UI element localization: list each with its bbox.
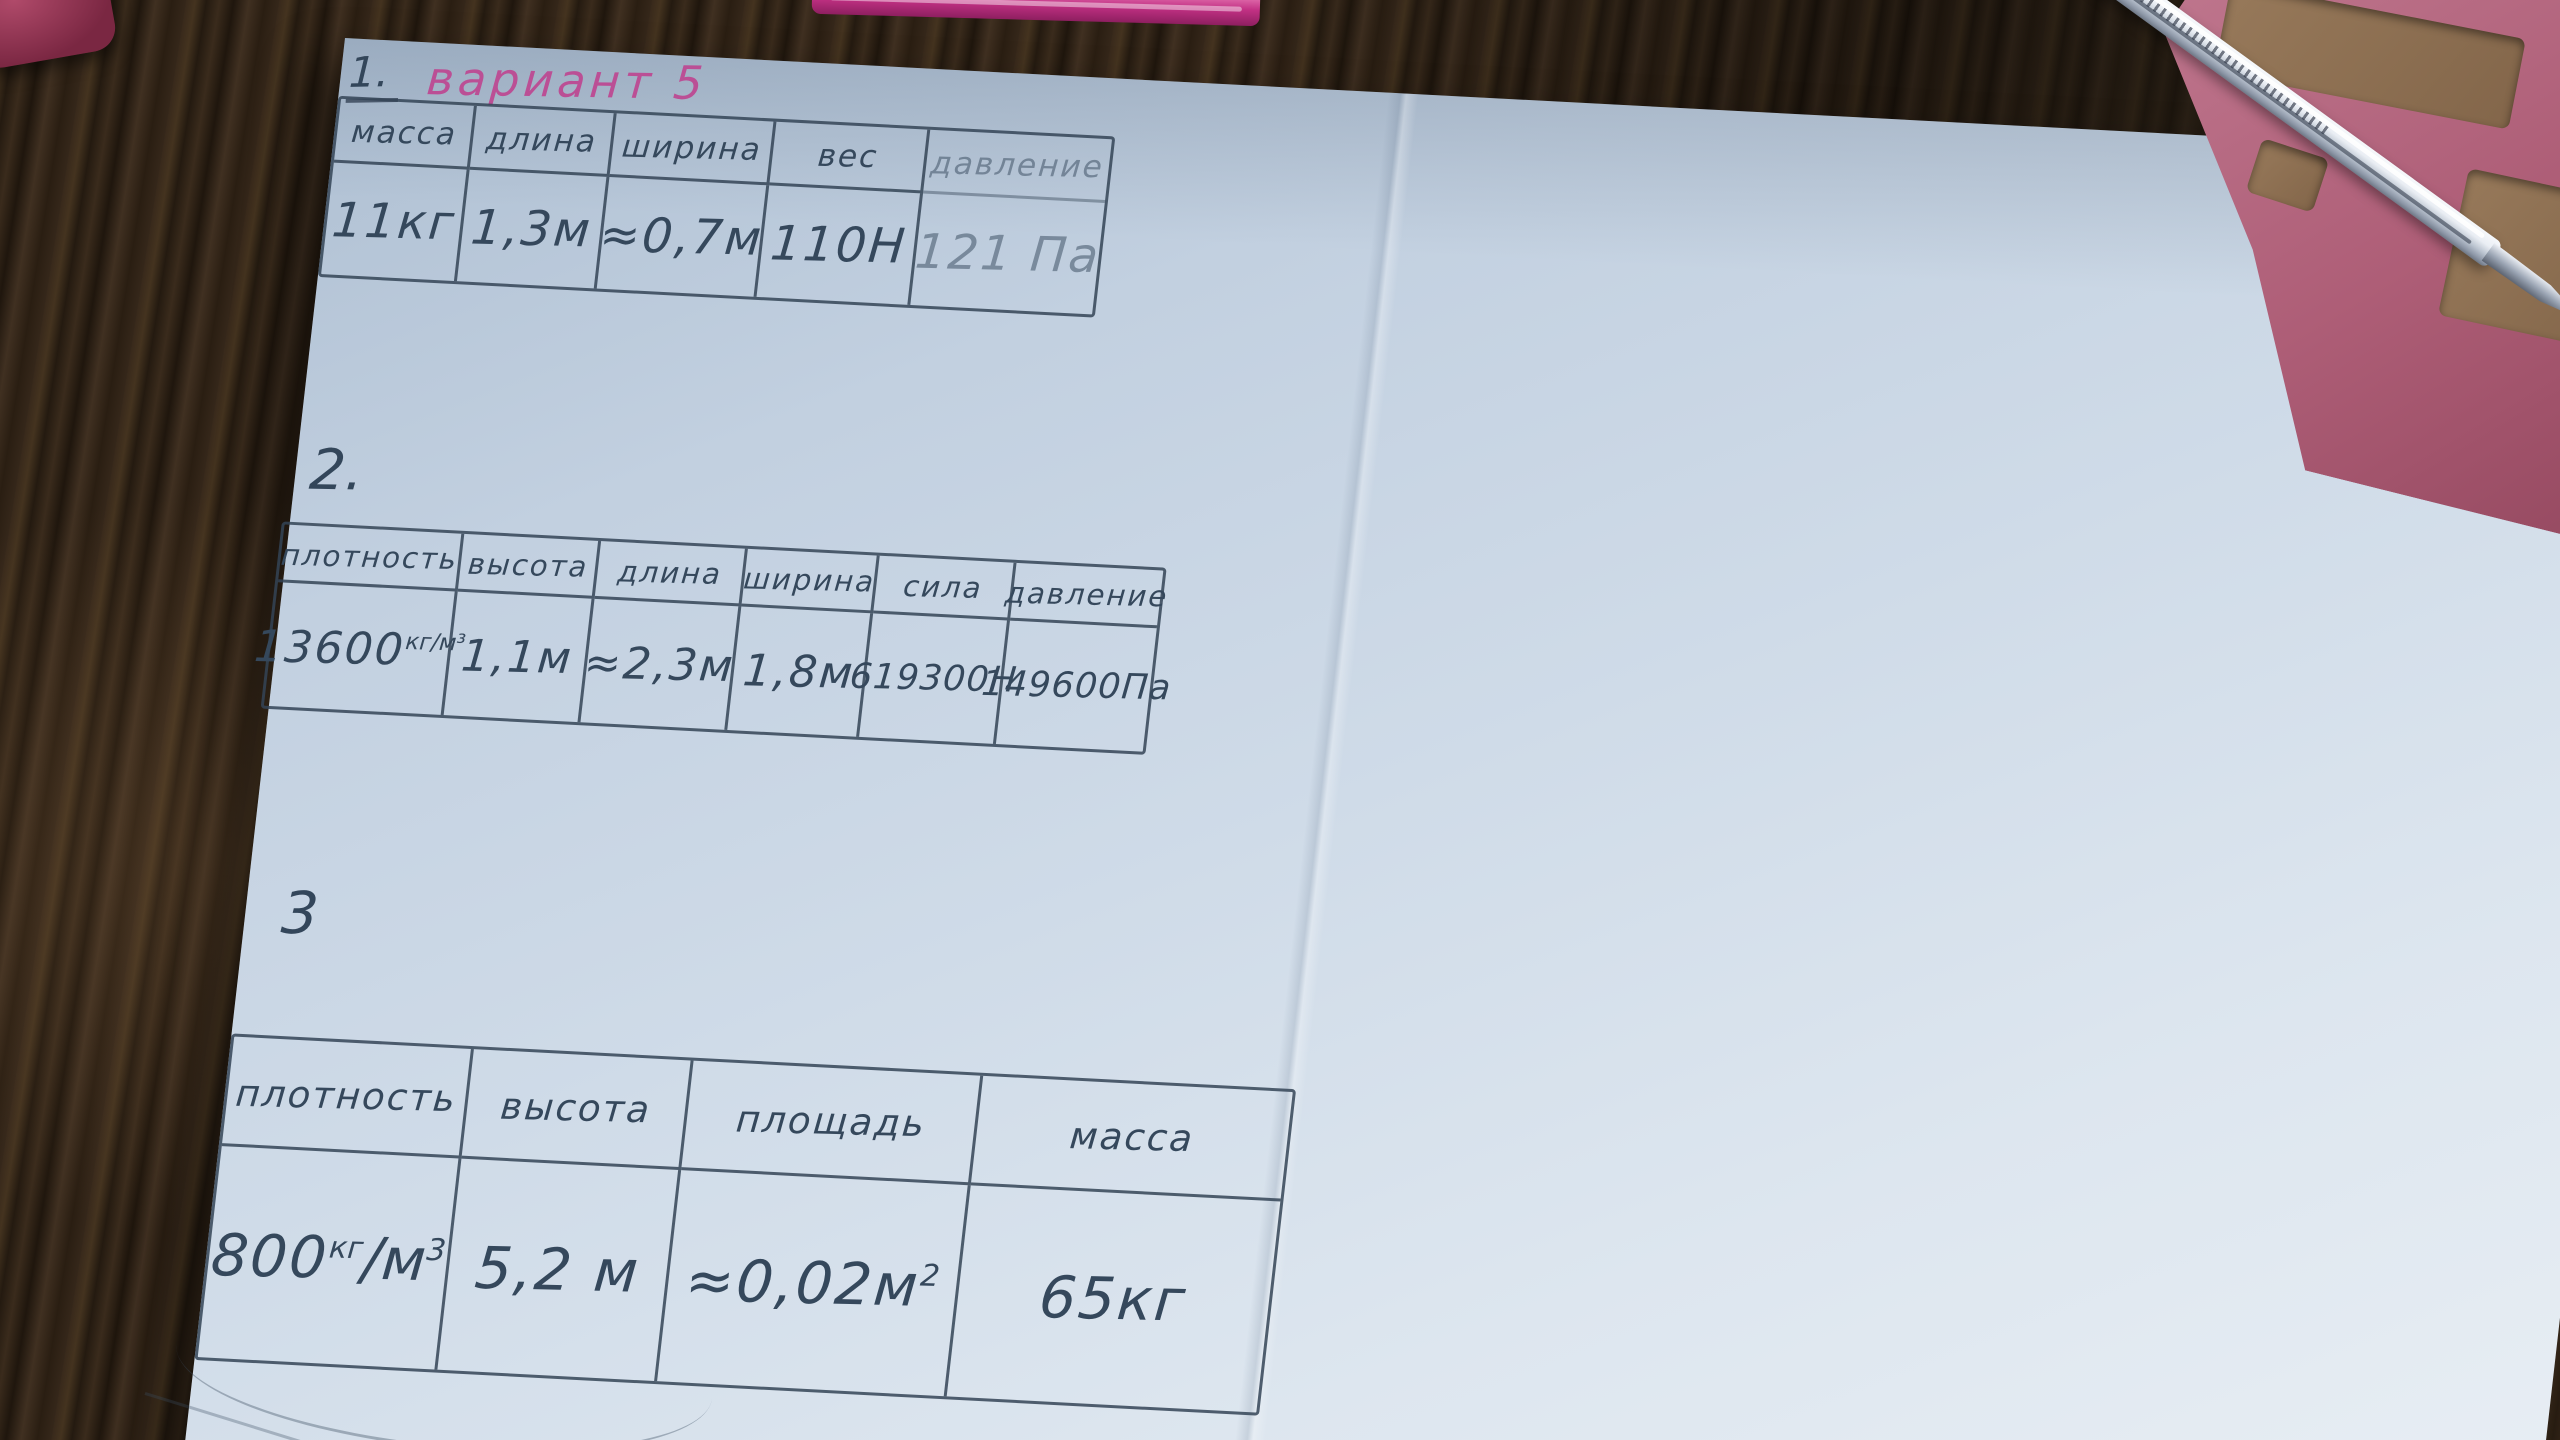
table2-value-density: 13600кг/м³ bbox=[252, 582, 466, 716]
table1-value-pressure: 121 Па bbox=[912, 223, 1103, 285]
task2-number: 2. bbox=[307, 437, 366, 504]
table2-header-length: длина bbox=[594, 541, 748, 607]
table-1: масса длина ширина вес давление 11кг 1,3… bbox=[317, 95, 1116, 318]
table2-header-density: плотность bbox=[277, 524, 465, 592]
table3-header-mass: масса bbox=[970, 1075, 1293, 1202]
table2-value-pressure: 149600Па bbox=[979, 663, 1173, 709]
table2-header-pressure: давление bbox=[1004, 562, 1170, 629]
table1-value-mass: 11кг bbox=[321, 162, 470, 282]
table2-header-width: ширина bbox=[741, 548, 880, 614]
variant-label: вариант 5 bbox=[424, 51, 709, 111]
table1-value-length: 1,3м bbox=[456, 169, 610, 289]
table1-header-pressure: давление bbox=[923, 129, 1113, 203]
table2-header-height: высота bbox=[457, 533, 602, 599]
paper-sheet: 1. вариант 5 масса длина ширина вес давле… bbox=[144, 38, 2560, 1440]
table3-value-mass: 65кг bbox=[1036, 1263, 1191, 1335]
table1-header-width: ширина bbox=[609, 113, 777, 186]
table3-header-density: плотность bbox=[221, 1036, 474, 1159]
task1-number: 1. bbox=[345, 47, 401, 103]
table2-value-length: ≈2,3м bbox=[580, 598, 742, 730]
table1-value-weight: 110Н bbox=[756, 185, 924, 305]
task3-number: 3 bbox=[279, 878, 321, 947]
table3-header-area: площадь bbox=[681, 1060, 984, 1186]
stencil-cutout bbox=[2214, 0, 2526, 130]
table2-header-force: сила bbox=[873, 555, 1017, 621]
table3-header-height: высота bbox=[461, 1049, 694, 1171]
table1-value-width: ≈0,7м bbox=[596, 177, 770, 297]
table-2: плотность высота длина ширина сила давле… bbox=[252, 521, 1173, 755]
table1-header-mass: масса bbox=[333, 98, 477, 170]
stencil-cutout bbox=[2246, 138, 2330, 213]
table3-value-area: ≈0,02м2 bbox=[657, 1170, 971, 1397]
table1-header-length: длина bbox=[469, 105, 617, 178]
table2-value-height: 1,1м bbox=[443, 591, 595, 723]
table1-header-weight: вес bbox=[769, 121, 931, 194]
